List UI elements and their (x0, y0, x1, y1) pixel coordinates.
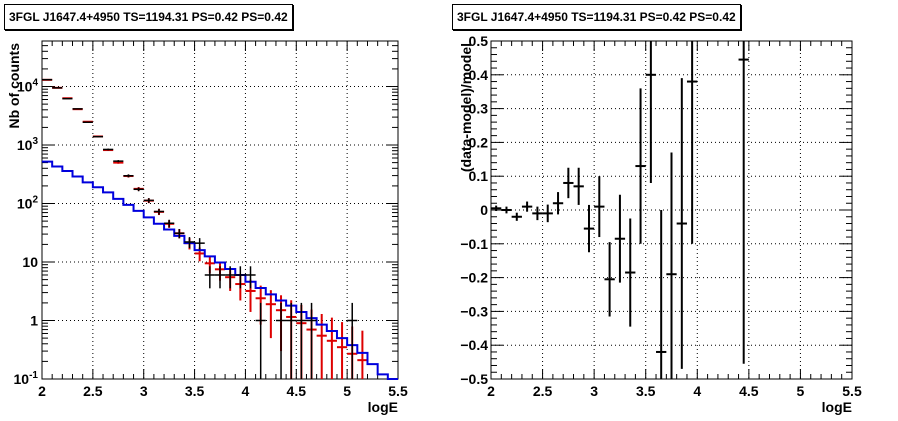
x-tick-label: 2 (38, 383, 46, 399)
right-chart-title: 3FGL J1647.4+4950 TS=1194.31 PS=0.42 PS=… (452, 4, 741, 30)
y-axis-label: (data-model)/model (458, 43, 474, 172)
y-tick-label: 0 (480, 202, 488, 218)
y-tick-label: 0.1 (469, 168, 489, 184)
x-tick-label: 5 (797, 383, 805, 399)
y-tick-label: 104 (17, 78, 39, 95)
x-tick-label: 5.5 (842, 383, 862, 399)
x-tick-label: 4.5 (739, 383, 759, 399)
x-tick-label: 5.5 (388, 383, 408, 399)
y-tick-label: −0.4 (460, 337, 488, 353)
y-tick-label: 102 (17, 195, 39, 212)
x-tick-label: 2 (487, 383, 495, 399)
x-tick-label: 5 (343, 383, 351, 399)
x-tick-label: 4.5 (287, 383, 307, 399)
x-tick-label: 3 (140, 383, 148, 399)
source-step-line (42, 160, 398, 380)
plot-frame (41, 40, 399, 380)
y-axis-label: Nb of counts (6, 43, 22, 129)
x-tick-label: 3.5 (636, 383, 656, 399)
x-tick-label: 3.5 (185, 383, 205, 399)
x-axis-label: logE (368, 399, 398, 415)
y-tick-label: 103 (17, 136, 39, 153)
y-tick-label: 10 (22, 254, 38, 270)
x-tick-label: 3 (590, 383, 598, 399)
left-chart-title: 3FGL J1647.4+4950 TS=1194.31 PS=0.42 PS=… (4, 4, 293, 30)
y-tick-label: 0.5 (469, 33, 489, 49)
y-tick-label: −0.1 (460, 236, 488, 252)
x-tick-label: 4 (242, 383, 250, 399)
y-tick-label: 0.4 (469, 67, 489, 83)
y-tick-label: −0.2 (460, 270, 488, 286)
y-tick-label: 0.2 (469, 134, 489, 150)
y-tick-label: −0.5 (460, 371, 488, 387)
x-tick-label: 2.5 (533, 383, 553, 399)
x-tick-label: 4 (693, 383, 701, 399)
y-tick-label: 10-1 (14, 370, 39, 387)
y-tick-label: 0.3 (469, 101, 489, 117)
x-axis-label: logE (822, 399, 852, 415)
y-tick-label: −0.3 (460, 303, 488, 319)
y-tick-label: 1 (30, 313, 38, 329)
x-tick-label: 2.5 (83, 383, 103, 399)
